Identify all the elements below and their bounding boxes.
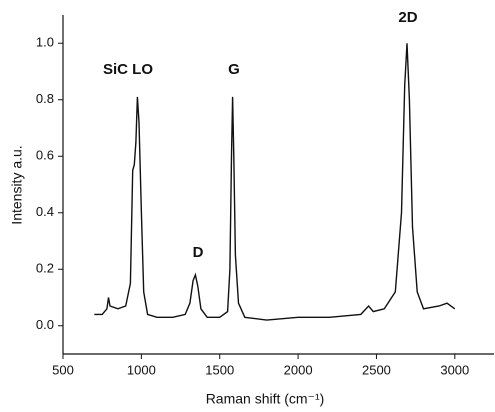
x-axis-title: Raman shift (cm⁻¹): [206, 391, 325, 407]
x-tick-label: 2500: [362, 362, 391, 377]
x-tick-label: 3000: [440, 362, 469, 377]
y-tick-label: 0.8: [36, 91, 54, 106]
y-axis-title: Intensity a.u.: [9, 145, 25, 224]
peak-label: G: [228, 61, 240, 78]
x-tick-label: 1000: [127, 362, 156, 377]
y-tick-label: 0.0: [36, 317, 54, 332]
peak-label: D: [193, 244, 204, 261]
x-tick-label: 2000: [284, 362, 313, 377]
peak-label: SiC LO: [103, 61, 153, 78]
peak-label: 2D: [398, 9, 417, 26]
y-tick-label: 1.0: [36, 35, 54, 50]
y-tick-label: 0.2: [36, 261, 54, 276]
x-tick-label: 500: [52, 362, 74, 377]
spectrum-line: [94, 43, 456, 321]
x-tick-label: 1500: [205, 362, 234, 377]
y-tick-label: 0.4: [36, 204, 54, 219]
y-tick-label: 0.6: [36, 148, 54, 163]
